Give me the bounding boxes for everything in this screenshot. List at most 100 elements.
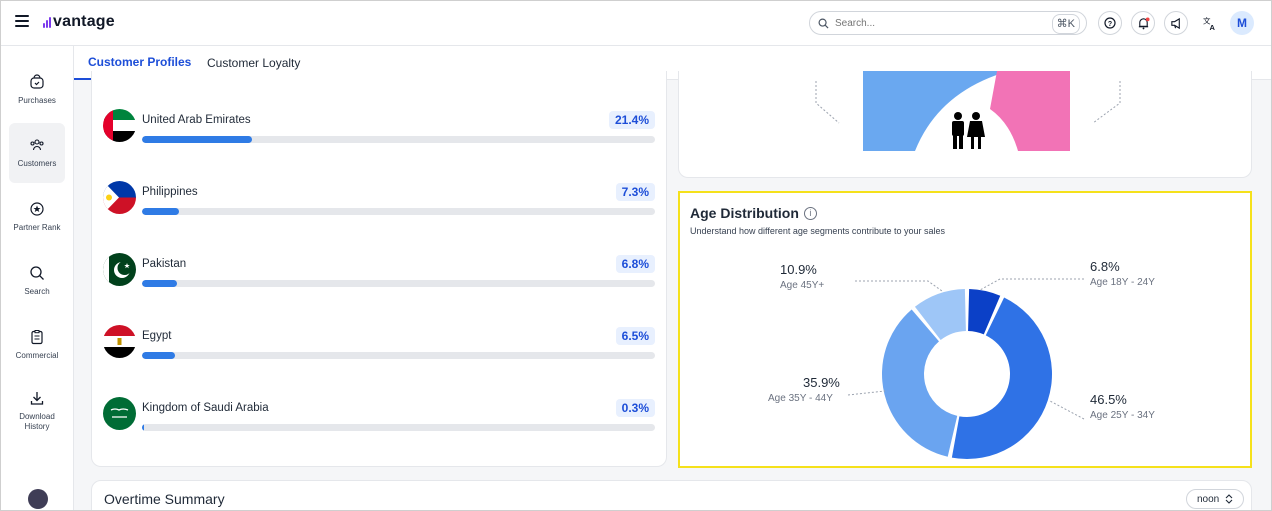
- leader-line-35-44: [847, 390, 886, 396]
- age-label-35-44: 35.9% Age 35Y - 44Y: [768, 375, 840, 404]
- egypt-flag-icon: [103, 325, 136, 358]
- gender-distribution-card: [678, 71, 1252, 178]
- sidebar-item-label: Customers: [17, 159, 57, 168]
- gender-chart: [815, 71, 1121, 151]
- segment-percent: 10.9%: [780, 262, 817, 277]
- help-icon[interactable]: ?: [1098, 11, 1122, 35]
- country-progress-bar: [142, 280, 655, 287]
- age-label-45-plus: 10.9% Age 45Y+: [780, 262, 824, 291]
- chevron-up-down-icon: [1225, 494, 1233, 504]
- purchases-icon: [30, 74, 44, 89]
- male-female-icon: [952, 112, 985, 149]
- svg-text:A: A: [1209, 23, 1215, 31]
- country-percent-badge: 7.3%: [615, 183, 655, 201]
- tab-customer-loyalty[interactable]: Customer Loyalty: [207, 56, 301, 70]
- country-progress-bar: [142, 136, 655, 143]
- search-icon: [30, 266, 44, 280]
- customers-icon: [30, 139, 44, 151]
- gender-leader-line-right: [1092, 81, 1121, 124]
- country-percent-badge: 0.3%: [615, 399, 655, 417]
- announcement-megaphone-icon[interactable]: [1164, 11, 1188, 35]
- svg-text:?: ?: [1108, 21, 1112, 28]
- overtime-summary-title: Overtime Summary: [104, 491, 225, 507]
- logo-text: vantage: [53, 13, 115, 30]
- age-segment-35-44[interactable]: [882, 309, 958, 457]
- country-percent-badge: 6.8%: [615, 255, 655, 273]
- logo-bars-icon: [43, 16, 51, 28]
- sidebar: Purchases Customers Partner Rank Search …: [1, 46, 74, 510]
- segment-percent: 6.8%: [1090, 259, 1120, 274]
- list-item: United Arab Emirates 21.4%: [103, 109, 655, 145]
- country-progress-fill: [142, 280, 177, 287]
- segment-percent: 46.5%: [1090, 392, 1127, 407]
- country-name: Pakistan: [142, 258, 187, 270]
- search-box[interactable]: ⌘K: [809, 11, 1087, 35]
- gender-arc-female: [990, 71, 1070, 151]
- sidebar-item-customers[interactable]: Customers: [9, 123, 65, 183]
- sidebar-item-label: Partner Rank: [13, 223, 61, 232]
- country-progress-fill: [142, 208, 180, 215]
- age-distribution-title: Age Distribution i: [690, 205, 817, 221]
- notification-bell-icon[interactable]: [1131, 11, 1155, 35]
- country-percent-badge: 21.4%: [608, 111, 655, 129]
- leader-line-18-24: [979, 278, 1084, 291]
- partner-rank-icon: [30, 202, 44, 216]
- segment-age-label: Age 45Y+: [780, 280, 825, 291]
- svg-text:文: 文: [1202, 16, 1210, 26]
- list-item: Kingdom of Saudi Arabia 0.3%: [103, 397, 655, 433]
- search-shortcut-badge: ⌘K: [1051, 14, 1080, 34]
- list-item: Egypt 6.5%: [103, 325, 655, 361]
- country-progress-bar: [142, 352, 655, 359]
- download-icon: [30, 392, 44, 405]
- sidebar-item-search[interactable]: Search: [9, 251, 65, 311]
- country-progress-bar: [142, 208, 655, 215]
- age-segment-25-34[interactable]: [951, 297, 1053, 460]
- sidebar-item-label: Search: [24, 287, 50, 296]
- age-distribution-subtitle: Understand how different age segments co…: [690, 226, 945, 236]
- age-donut-chart: [847, 278, 1085, 460]
- country-name: Philippines: [142, 186, 198, 198]
- search-input[interactable]: [835, 17, 1035, 29]
- pakistan-flag-icon: [103, 253, 136, 286]
- country-name: Kingdom of Saudi Arabia: [142, 402, 269, 414]
- segment-percent: 35.9%: [803, 375, 840, 390]
- age-segment-18-24[interactable]: [968, 289, 1001, 335]
- segment-age-label: Age 35Y - 44Y: [768, 393, 833, 404]
- leader-line-45-plus: [855, 280, 943, 292]
- country-progress-fill: [142, 136, 252, 143]
- time-of-day-select[interactable]: noon: [1186, 489, 1245, 509]
- sidebar-profile-avatar[interactable]: [28, 489, 48, 509]
- sidebar-item-label: Commercial: [15, 351, 59, 360]
- country-progress-fill: [142, 424, 144, 431]
- country-name: Egypt: [142, 330, 172, 342]
- sidebar-item-purchases[interactable]: Purchases: [9, 60, 65, 120]
- leader-line-25-34: [1049, 400, 1085, 420]
- top-bar: vantage ⌘K ? 文A M: [1, 1, 1271, 46]
- age-segment-45-plus[interactable]: [914, 289, 966, 341]
- country-progress-bar: [142, 424, 655, 431]
- gender-arc-male: [863, 71, 1009, 151]
- list-item: Philippines 7.3%: [103, 181, 655, 217]
- menu-icon[interactable]: [15, 15, 29, 29]
- philippines-flag-icon: [103, 181, 136, 214]
- saudi-arabia-flag-icon: [103, 397, 136, 430]
- sidebar-item-commercial[interactable]: Commercial: [9, 315, 65, 375]
- age-distribution-card: Age Distribution i Understand how differ…: [678, 191, 1252, 468]
- gender-leader-line-left: [815, 81, 840, 124]
- segment-age-label: Age 25Y - 34Y: [1090, 410, 1155, 421]
- sidebar-item-partner-rank[interactable]: Partner Rank: [9, 187, 65, 247]
- info-icon[interactable]: i: [803, 206, 817, 220]
- logo[interactable]: vantage: [43, 13, 115, 31]
- segment-age-label: Age 18Y - 24Y: [1090, 277, 1155, 288]
- age-label-25-34: 46.5% Age 25Y - 34Y: [1090, 392, 1155, 421]
- sidebar-item-label: Purchases: [18, 96, 56, 105]
- commercial-icon: [31, 330, 43, 345]
- sidebar-item-label: Download History: [19, 412, 55, 431]
- sidebar-item-download-history[interactable]: Download History: [9, 381, 65, 441]
- age-label-18-24: 6.8% Age 18Y - 24Y: [1090, 259, 1155, 288]
- country-name: United Arab Emirates: [142, 114, 251, 126]
- user-avatar[interactable]: M: [1230, 11, 1254, 35]
- overtime-summary-card: Overtime Summary noon: [91, 480, 1252, 510]
